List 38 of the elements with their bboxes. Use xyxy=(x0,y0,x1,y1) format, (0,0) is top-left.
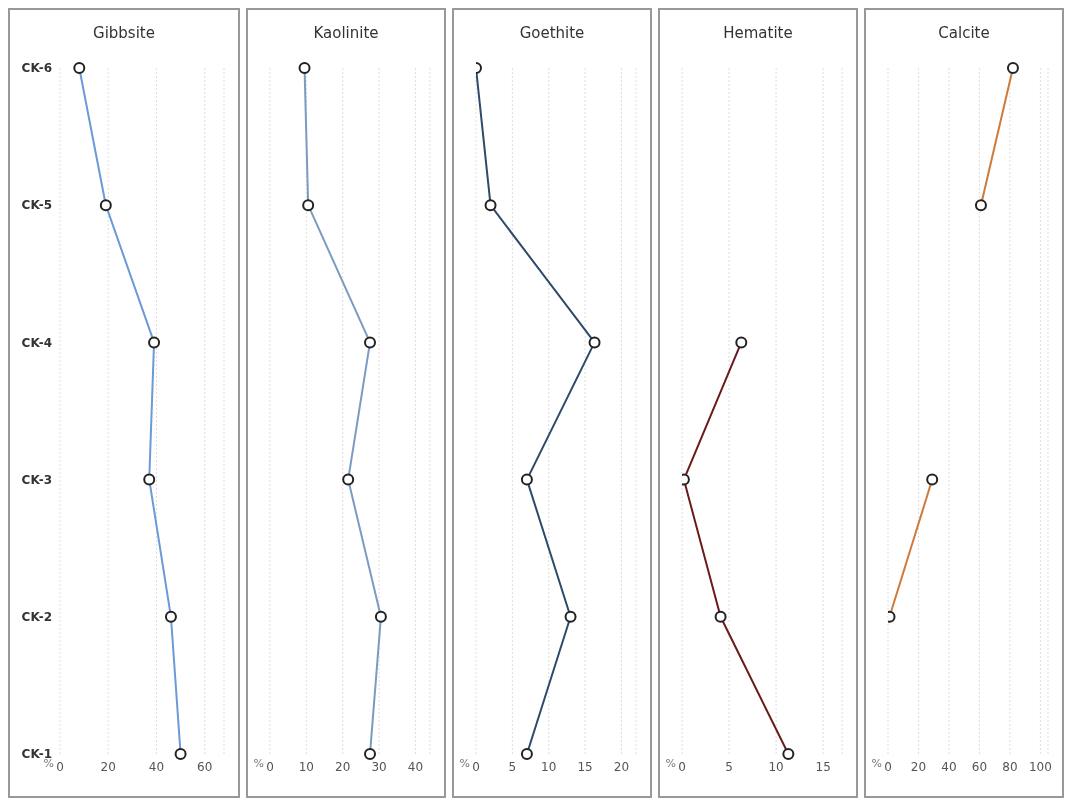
x-tick-label: 0 xyxy=(884,759,892,774)
x-tick-label: 60 xyxy=(971,759,988,774)
chart-title: Hematite xyxy=(722,24,794,44)
y-tick-label: CK-4 xyxy=(21,335,52,350)
x-tick-label: 20 xyxy=(335,759,351,774)
x-axis-title: % xyxy=(665,756,676,770)
x-axis-title: % xyxy=(253,756,264,770)
x-tick-label: 10 xyxy=(541,759,557,774)
x-tick-label: 10 xyxy=(298,759,314,774)
chart-title: Kaolinite xyxy=(312,24,380,44)
x-tick-label: 20 xyxy=(100,759,116,774)
y-tick-label: CK-3 xyxy=(21,472,52,487)
x-tick-label: 40 xyxy=(941,759,957,774)
x-tick-label: 0 xyxy=(56,759,64,774)
x-tick-label: 15 xyxy=(577,759,593,774)
x-tick-label: 20 xyxy=(613,759,630,774)
x-tick-label: 20 xyxy=(910,759,927,774)
x-tick-label: 0 xyxy=(472,759,480,774)
x-tick-label: 60 xyxy=(197,759,213,774)
x-tick-label: 15 xyxy=(815,759,831,774)
x-axis-title: % xyxy=(459,756,470,770)
x-tick-label: 40 xyxy=(407,759,424,774)
chart-title: Goethite xyxy=(518,24,586,44)
y-tick-label: CK-6 xyxy=(21,61,52,76)
chart-title: Gibbsite xyxy=(92,24,156,44)
x-tick-label: 0 xyxy=(266,759,274,774)
x-tick-label: 0 xyxy=(678,759,686,774)
x-tick-label: 40 xyxy=(148,759,165,774)
x-tick-label: 100 xyxy=(1028,759,1052,774)
x-tick-label: 10 xyxy=(768,759,784,774)
x-tick-label: 5 xyxy=(725,759,733,774)
x-tick-label: 5 xyxy=(508,759,517,774)
x-tick-label: 30 xyxy=(371,759,387,774)
x-tick-label: 80 xyxy=(1002,759,1018,774)
x-axis-title: % xyxy=(871,756,882,770)
y-tick-label: CK-2 xyxy=(21,610,52,625)
chart-title: Calcite xyxy=(937,24,991,44)
y-tick-label: CK-5 xyxy=(21,198,52,213)
